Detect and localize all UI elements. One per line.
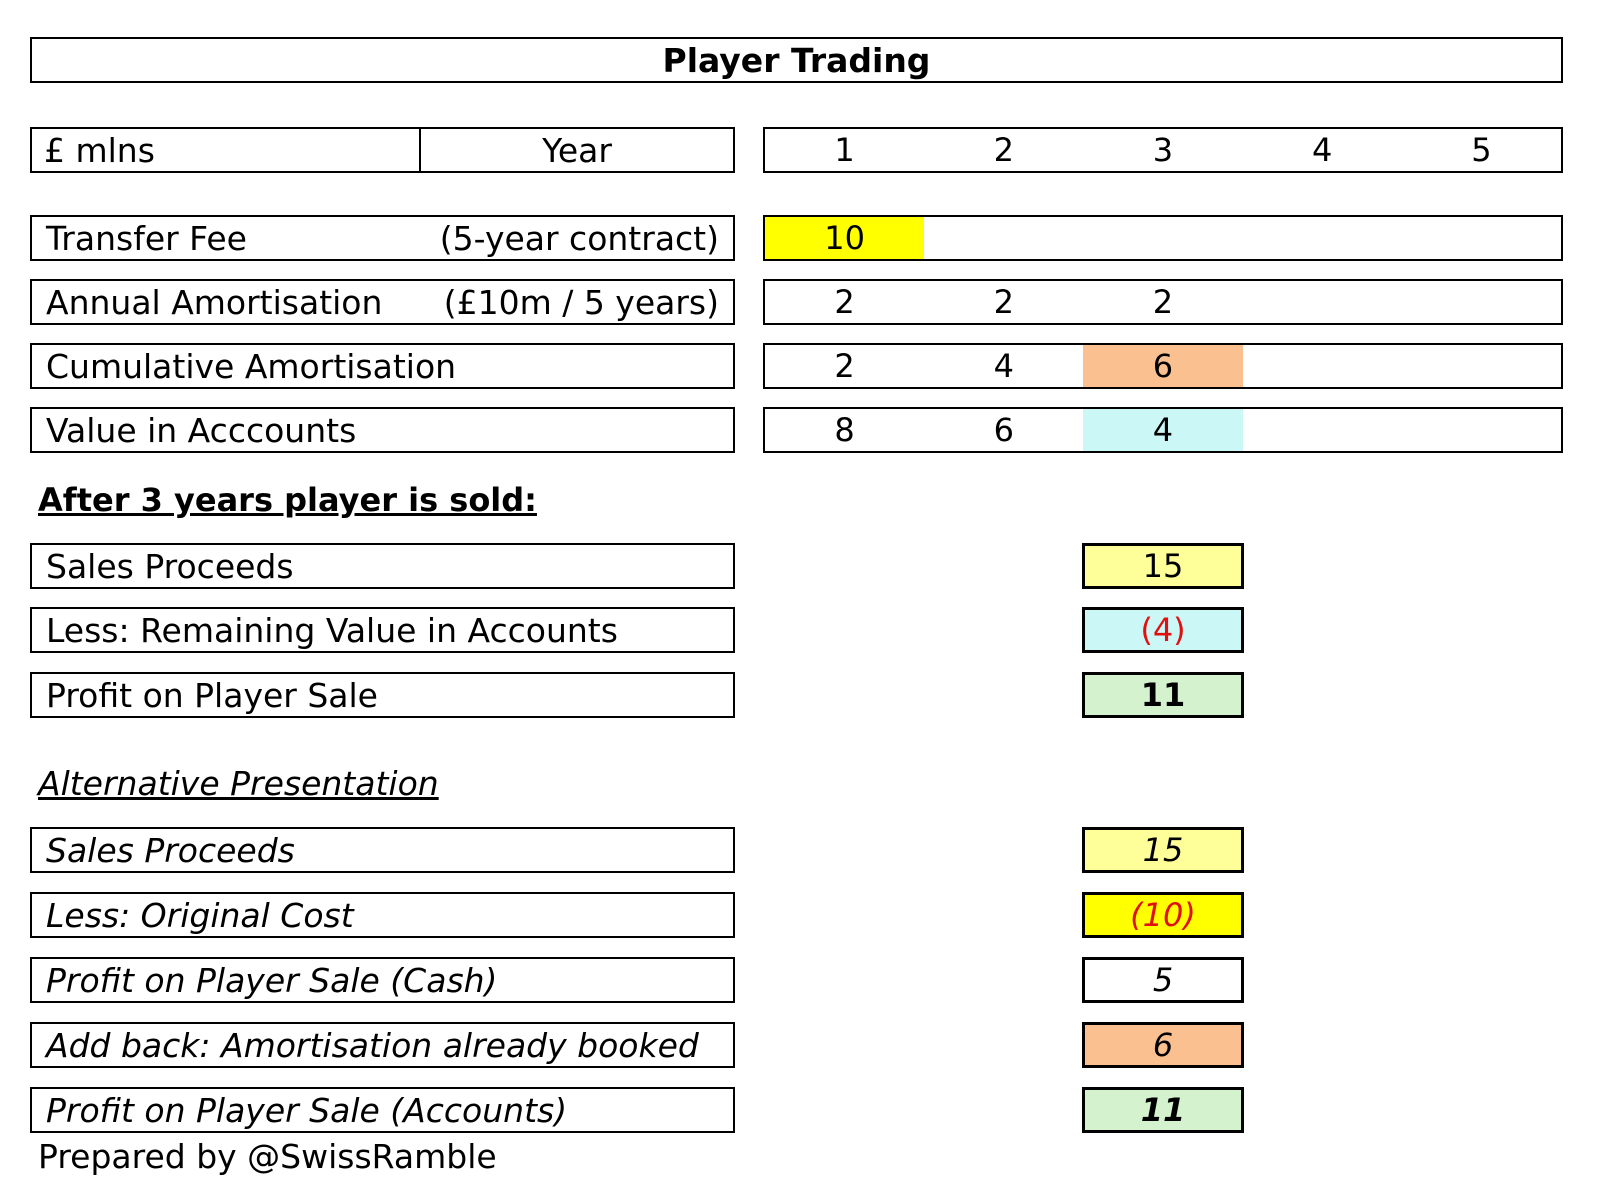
value-cell-highlighted: 6 xyxy=(1083,345,1243,387)
row-note: (5-year contract) xyxy=(439,218,719,258)
value-cell: 2 xyxy=(834,283,855,321)
row-label-alt-sales-proceeds: Sales Proceeds xyxy=(30,827,735,873)
row-label: Less: Remaining Value in Accounts xyxy=(46,610,618,650)
value-cell-remaining-value: (4) xyxy=(1082,607,1244,653)
value-cell: 8 xyxy=(834,411,855,449)
row-label: Profit on Player Sale (Cash) xyxy=(46,960,498,1000)
value-cell-sales-proceeds: 15 xyxy=(1082,543,1244,589)
header-left-box: £ mlns Year xyxy=(30,127,735,173)
value-cell-alt-sales-proceeds: 15 xyxy=(1082,827,1244,873)
year-column-1: 1 xyxy=(834,131,855,169)
row-label-less-original-cost: Less: Original Cost xyxy=(30,892,735,938)
row-label: Profit on Player Sale xyxy=(46,675,378,715)
row-label-cumulative-amortisation: Cumulative Amortisation xyxy=(30,343,735,389)
value-cell: 2 xyxy=(834,347,855,385)
row-label-profit-on-player-sale: Profit on Player Sale xyxy=(30,672,735,718)
value-cell-profit-cash: 5 xyxy=(1082,957,1244,1003)
unit-header-cell: £ mlns xyxy=(32,129,421,171)
year-columns-header: 1 2 3 4 5 xyxy=(763,127,1563,173)
row-label-transfer-fee: Transfer Fee (5-year contract) xyxy=(30,215,735,261)
row-note: (£10m / 5 years) xyxy=(443,282,719,322)
row-label-less-remaining-value: Less: Remaining Value in Accounts xyxy=(30,607,735,653)
row-label-sales-proceeds: Sales Proceeds xyxy=(30,543,735,589)
row-label: Value in Acccounts xyxy=(46,410,357,450)
value-cell: 6 xyxy=(993,411,1014,449)
value-cell: 2 xyxy=(993,283,1014,321)
section-heading-alternative: Alternative Presentation xyxy=(38,764,439,803)
value-cell-highlighted: 4 xyxy=(1083,409,1243,451)
year-column-2: 2 xyxy=(993,131,1014,169)
row-label-value-in-accounts: Value in Acccounts xyxy=(30,407,735,453)
row-label-add-back-amortisation: Add back: Amortisation already booked xyxy=(30,1022,735,1068)
year-column-4: 4 xyxy=(1312,131,1333,169)
section-heading-sale: After 3 years player is sold: xyxy=(38,481,537,519)
row-label-profit-accounts: Profit on Player Sale (Accounts) xyxy=(30,1087,735,1133)
row-label: Add back: Amortisation already booked xyxy=(46,1025,699,1065)
value-cell: 2 xyxy=(1152,283,1174,321)
row-values-cumulative-amortisation: 2 4 6 xyxy=(763,343,1563,389)
row-label: Cumulative Amortisation xyxy=(46,346,457,386)
row-values-transfer-fee: 10 xyxy=(763,215,1563,261)
row-label: Transfer Fee xyxy=(46,218,247,258)
title-bar: Player Trading xyxy=(30,37,1563,83)
page-title: Player Trading xyxy=(662,40,931,80)
row-label: Profit on Player Sale (Accounts) xyxy=(46,1090,568,1130)
value-cell: 4 xyxy=(993,347,1014,385)
value-cell-original-cost: (10) xyxy=(1082,892,1244,938)
value-cell-profit-accounts: 11 xyxy=(1082,1087,1244,1133)
row-label: Less: Original Cost xyxy=(46,895,354,935)
row-label: Sales Proceeds xyxy=(46,830,295,870)
year-column-3: 3 xyxy=(1152,131,1174,169)
value-cell-add-back-amortisation: 6 xyxy=(1082,1022,1244,1068)
value-cell-profit-on-sale: 11 xyxy=(1082,672,1244,718)
year-header-cell: Year xyxy=(542,130,612,170)
row-values-annual-amortisation: 2 2 2 xyxy=(763,279,1563,325)
year-column-5: 5 xyxy=(1471,131,1492,169)
row-label: Sales Proceeds xyxy=(46,546,294,586)
footer-credit: Prepared by @SwissRamble xyxy=(38,1137,497,1176)
value-cell: 10 xyxy=(765,217,925,259)
row-label: Annual Amortisation xyxy=(46,282,383,322)
row-label-annual-amortisation: Annual Amortisation (£10m / 5 years) xyxy=(30,279,735,325)
row-label-profit-cash: Profit on Player Sale (Cash) xyxy=(30,957,735,1003)
row-values-value-in-accounts: 8 6 4 xyxy=(763,407,1563,453)
